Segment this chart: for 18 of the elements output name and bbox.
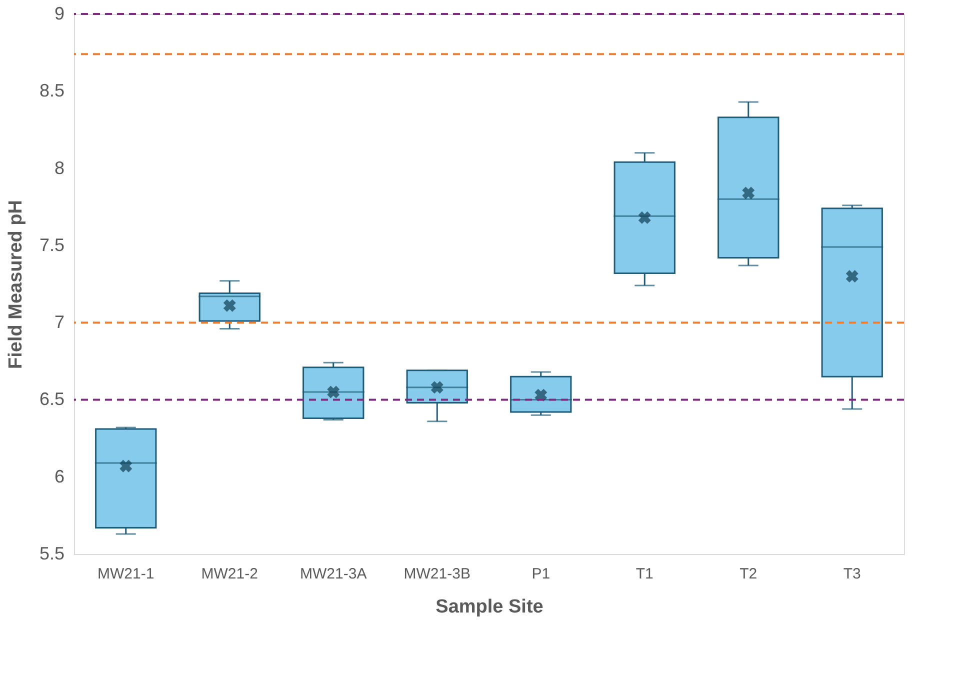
x-tick-label: T2 [740,566,758,582]
x-axis-title: Sample Site [436,596,544,618]
x-tick-label: MW21-3B [404,566,470,582]
y-tick-label: 8 [54,158,64,178]
y-tick-label: 6.5 [39,389,64,410]
y-axis-title: Field Measured pH [5,200,26,369]
y-tick-label: 7 [54,312,64,332]
y-tick-label: 6 [54,466,64,486]
x-tick-label: MW21-1 [98,566,154,582]
y-tick-label: 7.5 [39,234,64,255]
y-tick-label: 5.5 [39,544,64,564]
x-tick-label: T1 [636,566,654,582]
x-tick-label: MW21-3A [300,566,367,582]
x-tick-label: T3 [843,566,861,582]
x-tick-label: MW21-2 [201,566,258,582]
y-tick-label: 9 [54,4,64,24]
y-tick-label: 8.5 [39,80,64,101]
x-tick-label: P1 [532,566,550,582]
